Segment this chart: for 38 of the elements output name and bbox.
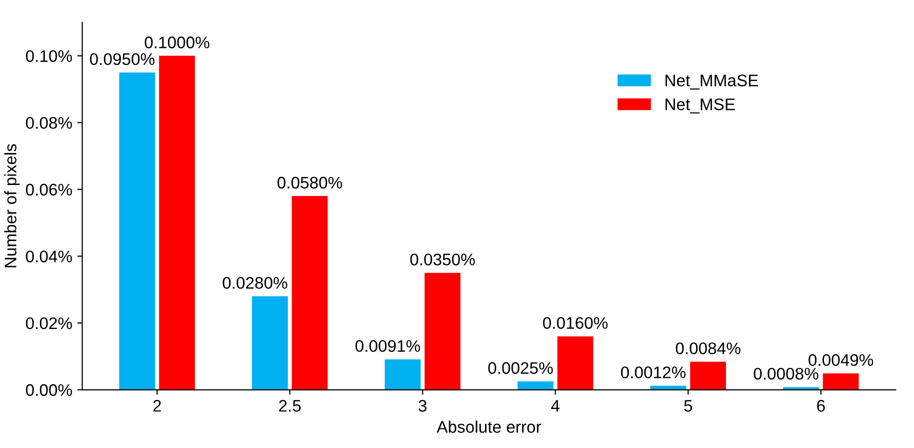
bar [822,373,859,390]
y-axis-title: Number of pixels [4,144,20,268]
y-tick-label: 0.06% [26,184,72,196]
bar [424,272,460,390]
y-tick-label: 0.02% [26,317,72,330]
y-tick-label: 0.00% [26,384,72,396]
x-axis-title: Absolute error [436,420,542,433]
bar [384,359,421,390]
data-label: 0.1000% [144,36,210,48]
data-label: 0.0160% [543,317,608,329]
x-tick-label: 3 [418,400,427,412]
bar [557,336,594,390]
y-tick-label: 0.10% [26,50,72,62]
y-tick-label: 0.04% [26,250,72,262]
legend-label: Net_MSE [666,98,735,114]
x-tick-label: 5 [684,400,692,412]
data-label: 0.0012% [621,366,686,378]
data-label: 0.0580% [278,176,342,189]
bar [159,56,195,390]
data-label: 0.0084% [676,342,740,354]
bar [119,72,156,390]
y-tick-label: 0.08% [26,116,72,129]
data-label: 0.0025% [488,362,553,374]
bar [252,296,288,390]
x-tick-label: 2.5 [279,400,301,412]
data-label: 0.0091% [355,340,420,352]
data-label: 0.0008% [754,368,818,380]
legend-label: Net_MMaSE [666,74,758,90]
bar [518,381,554,390]
bar [292,196,328,390]
x-tick-label: 2 [153,400,161,412]
x-tick-label: 4 [551,400,560,412]
x-tick-label: 6 [817,400,825,412]
data-label: 0.0049% [808,354,874,366]
data-label: 0.0950% [90,53,154,66]
data-label: 0.0350% [410,254,475,266]
data-label: 0.0280% [222,276,288,289]
bar [690,362,726,390]
